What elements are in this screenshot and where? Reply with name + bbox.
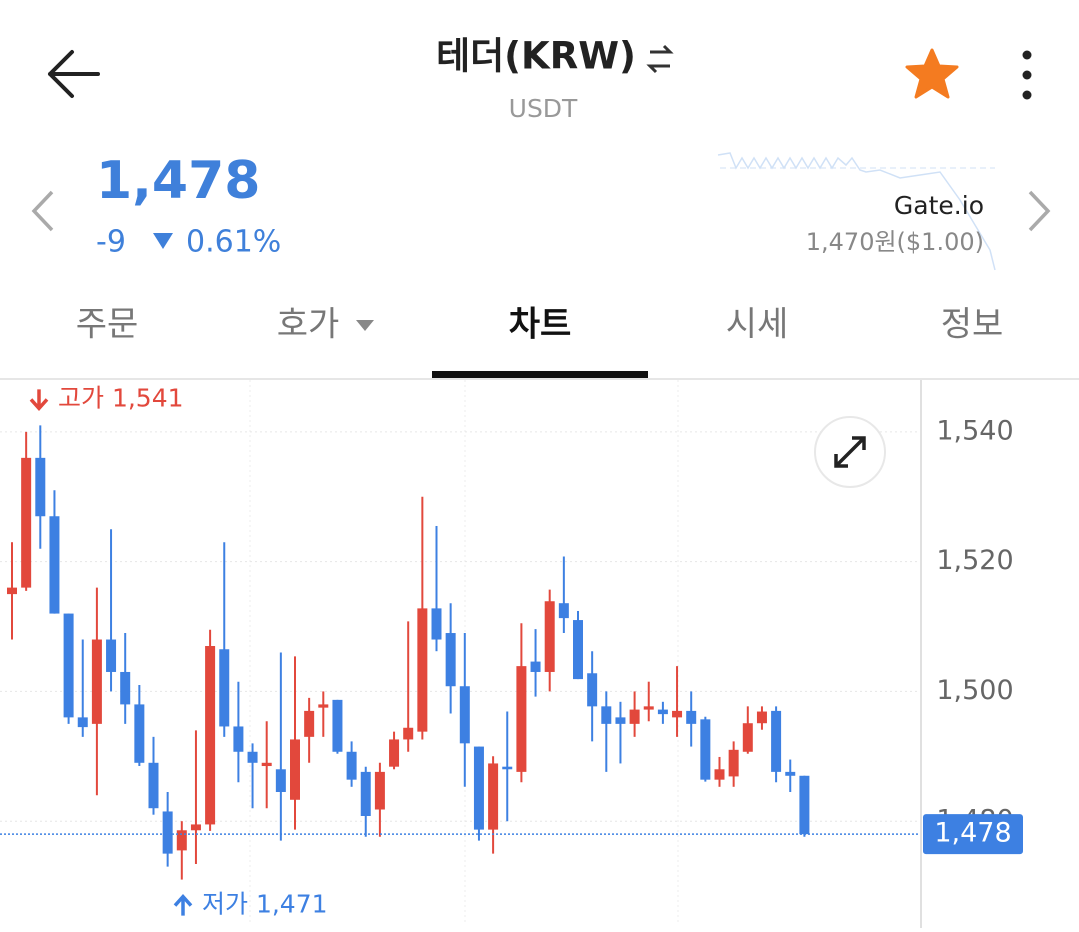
candle-body: [573, 620, 583, 680]
candle-body: [417, 608, 428, 732]
price-change-pct: 0.61%: [186, 225, 281, 260]
more-menu[interactable]: [1022, 50, 1032, 100]
candle-body: [261, 762, 272, 767]
tab[interactable]: 정보: [941, 305, 1004, 345]
candle-body: [304, 710, 315, 737]
candle-body: [162, 811, 173, 854]
favorite-star[interactable]: [905, 48, 959, 99]
y-tick-label: 1,500: [936, 675, 1013, 706]
title: 테더(KRW): [436, 35, 636, 78]
candle-body: [728, 749, 739, 777]
candle-body: [63, 613, 74, 718]
exchange-price: 1,470원($1.00): [806, 228, 984, 256]
candle-body: [629, 709, 640, 724]
tab-bar: 주문 호가 차트 시세 정보: [76, 305, 1004, 378]
candle-body: [318, 704, 329, 708]
current-price: 1,478: [96, 151, 260, 211]
dropdown-caret: [356, 320, 374, 331]
candle-body: [785, 771, 796, 776]
candle-body: [7, 587, 17, 595]
last-price-label: 1,478: [934, 818, 1011, 849]
candle-body: [346, 751, 357, 780]
candle-body: [756, 711, 767, 724]
candle-body: [502, 766, 513, 770]
candle-body: [601, 706, 612, 724]
annotation: 저가 1,471: [202, 890, 328, 919]
candle-body: [530, 661, 541, 672]
candle-body: [615, 717, 626, 724]
expand-button[interactable]: [814, 416, 886, 488]
tab-underline: [432, 371, 648, 378]
candle-body: [558, 603, 569, 619]
y-tick-label: 1,520: [936, 545, 1013, 576]
candle-body: [488, 763, 499, 830]
subtitle: USDT: [509, 94, 578, 123]
tab[interactable]: 시세: [726, 305, 789, 345]
candle-body: [714, 769, 725, 780]
price-change: -9: [96, 225, 126, 260]
candle-body: [742, 723, 753, 752]
swap-icon[interactable]: [646, 44, 674, 74]
candle-body: [290, 739, 300, 800]
candle-body: [403, 727, 414, 740]
candle-body: [49, 516, 60, 614]
tab[interactable]: 호가: [277, 305, 340, 345]
candle-body: [148, 762, 159, 809]
candle-body: [360, 771, 371, 816]
exchange-name: Gate.io: [894, 191, 984, 220]
annotation-arrow: [173, 893, 193, 916]
next-button[interactable]: [1028, 190, 1051, 232]
down-triangle: [153, 233, 173, 249]
candle-body: [459, 686, 470, 744]
y-tick-label: 1,540: [936, 415, 1013, 446]
candle-body: [672, 710, 683, 718]
candle-body: [247, 751, 258, 763]
candle-body: [544, 601, 555, 672]
candle-body: [77, 717, 88, 728]
candle-body: [445, 633, 456, 687]
candle-body: [205, 646, 216, 825]
candle-body: [35, 457, 46, 517]
candle-body: [219, 649, 230, 727]
candle-body: [516, 666, 527, 772]
candle-body: [91, 639, 102, 724]
candle-body: [332, 699, 343, 752]
last-price-box: [923, 814, 1023, 855]
candle-body: [275, 769, 286, 792]
candle-body: [431, 608, 442, 640]
candle-body: [106, 639, 117, 672]
candle-body: [389, 739, 400, 767]
candle-body: [587, 673, 598, 707]
annotation: 고가 1,541: [58, 383, 184, 412]
candle-body: [799, 775, 810, 835]
annotation-arrow: [29, 389, 49, 412]
candle-body: [21, 457, 32, 588]
back-button[interactable]: [48, 50, 100, 98]
tab[interactable]: 차트: [509, 305, 572, 345]
candle-body: [374, 771, 385, 810]
candle-body: [120, 671, 131, 705]
candle-body: [771, 710, 782, 772]
candle-body: [134, 704, 145, 763]
candle-body: [657, 709, 668, 715]
candle-body: [233, 726, 244, 752]
candle-body: [700, 719, 711, 780]
mini-sparkline: [717, 152, 996, 271]
candle-body: [686, 710, 697, 724]
prev-button[interactable]: [31, 190, 54, 232]
candle-body: [176, 830, 187, 851]
candle-body: [190, 824, 201, 831]
candle-body: [473, 746, 484, 830]
tab[interactable]: 주문: [76, 305, 139, 345]
candle-body: [643, 706, 654, 710]
